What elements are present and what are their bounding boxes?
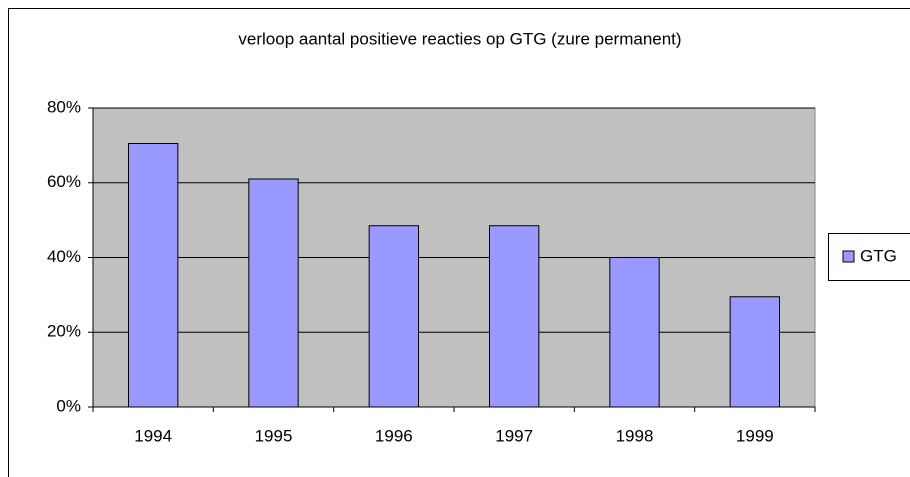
y-tick-label: 40% bbox=[47, 247, 81, 266]
legend-box bbox=[828, 233, 910, 281]
x-tick-label: 1999 bbox=[736, 426, 774, 445]
x-tick-label: 1995 bbox=[255, 426, 293, 445]
bar bbox=[729, 296, 781, 408]
bar bbox=[609, 257, 660, 408]
y-tick-label: 0% bbox=[56, 396, 81, 415]
x-tick-label: 1996 bbox=[375, 426, 413, 445]
x-tick-label: 1994 bbox=[134, 426, 172, 445]
legend-label: GTG bbox=[860, 246, 897, 265]
bar bbox=[127, 143, 179, 408]
legend-swatch bbox=[842, 250, 855, 263]
bar bbox=[368, 225, 420, 408]
bar bbox=[488, 225, 540, 408]
y-tick-label: 60% bbox=[47, 172, 81, 191]
y-tick-label: 80% bbox=[47, 97, 81, 116]
bar bbox=[248, 178, 299, 408]
chart-title: verloop aantal positieve reacties op GTG… bbox=[238, 29, 681, 48]
x-tick-label: 1997 bbox=[495, 426, 533, 445]
y-tick-label: 20% bbox=[47, 322, 81, 341]
x-tick-label: 1998 bbox=[616, 426, 654, 445]
